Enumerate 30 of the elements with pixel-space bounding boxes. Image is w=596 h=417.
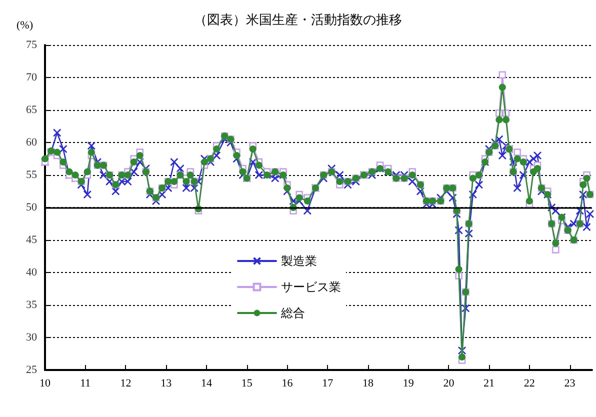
x-tick-label: 15 bbox=[241, 378, 253, 390]
x-tick-label: 12 bbox=[120, 378, 132, 390]
x-tick-label: 18 bbox=[362, 378, 374, 390]
y-tick-label: 75 bbox=[26, 39, 38, 51]
y-tick-label: 25 bbox=[26, 364, 38, 376]
y-tick-label: 30 bbox=[26, 332, 38, 344]
y-tick-label: 70 bbox=[26, 72, 38, 84]
x-tick-label: 13 bbox=[160, 378, 172, 390]
x-tick-label: 16 bbox=[282, 378, 294, 390]
legend-label: 総合 bbox=[280, 306, 305, 320]
x-tick-label: 14 bbox=[200, 378, 212, 390]
legend-label: 製造業 bbox=[281, 254, 317, 268]
legend-label: サービス業 bbox=[281, 280, 341, 294]
x-tick-label: 21 bbox=[484, 378, 495, 390]
y-axis-title: (%) bbox=[16, 20, 34, 32]
x-tick-label: 23 bbox=[564, 378, 576, 390]
chart-title: （図表）米国生産・活動指数の推移 bbox=[194, 12, 402, 27]
y-tick-label: 40 bbox=[26, 266, 38, 278]
y-tick-label: 45 bbox=[26, 234, 38, 246]
y-tick-label: 50 bbox=[26, 202, 38, 214]
x-tick-label: 19 bbox=[402, 378, 414, 390]
x-tick-label: 11 bbox=[80, 378, 91, 390]
y-tick-label: 55 bbox=[26, 169, 38, 181]
y-tick-label: 65 bbox=[26, 104, 38, 116]
y-tick-label: 60 bbox=[26, 136, 38, 148]
y-tick-label: 35 bbox=[26, 299, 38, 311]
x-tick-label: 20 bbox=[443, 378, 455, 390]
x-tick-label: 22 bbox=[524, 378, 535, 390]
x-tick-label: 17 bbox=[322, 378, 334, 390]
x-tick-label: 10 bbox=[40, 378, 51, 390]
